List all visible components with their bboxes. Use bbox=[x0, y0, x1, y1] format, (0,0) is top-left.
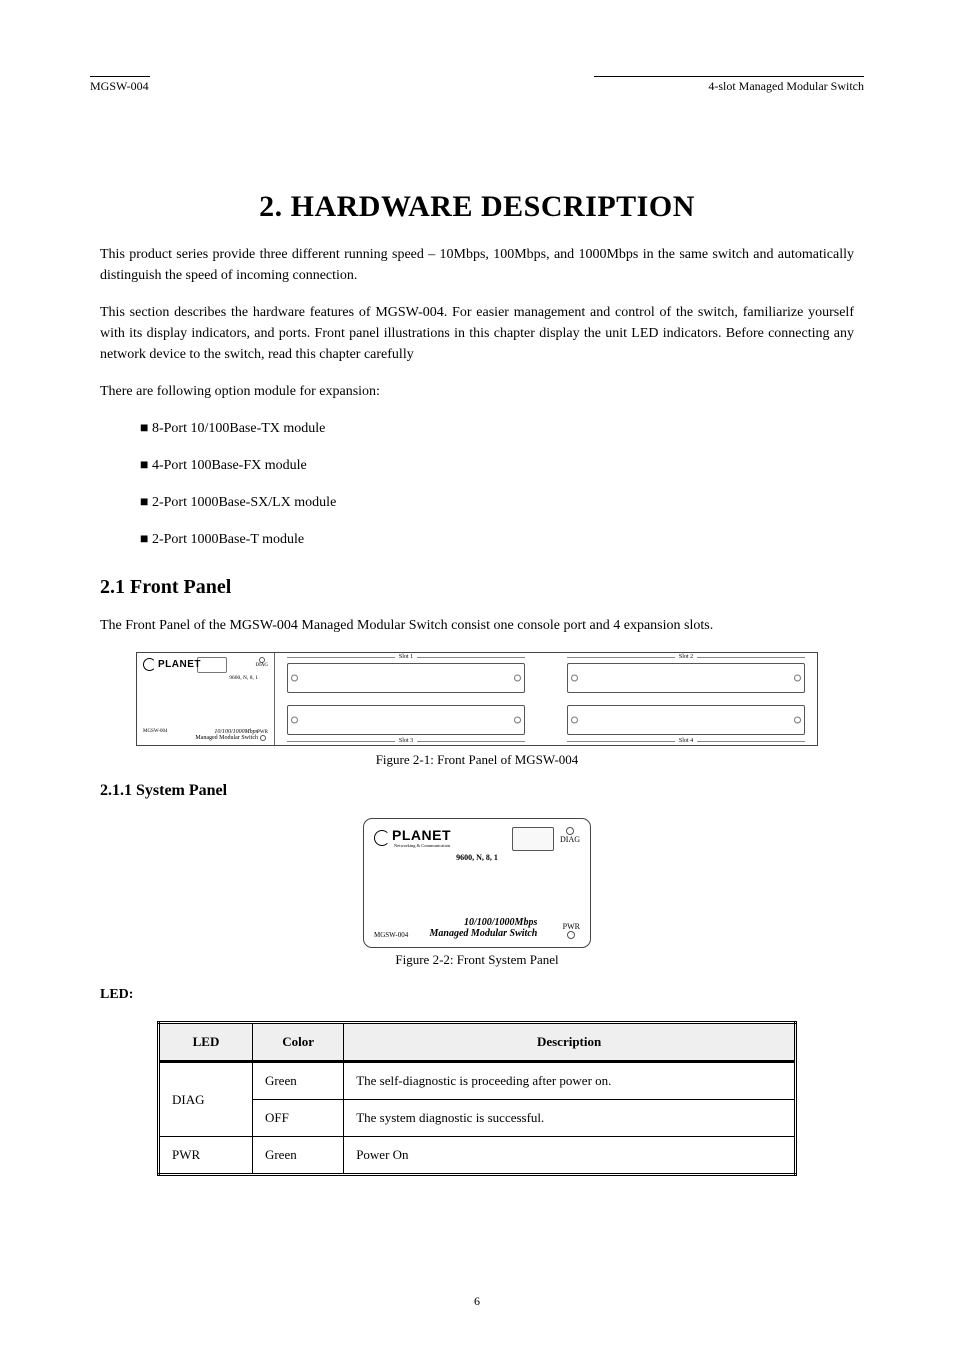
bullet-2: ■ 4-Port 100Base-FX module bbox=[140, 455, 854, 476]
col-color: Color bbox=[252, 1023, 343, 1062]
page-header: MGSW-004 4-slot Managed Modular Switch bbox=[90, 76, 864, 94]
slot2-label: Slot 2 bbox=[675, 654, 697, 660]
baud-label: 9600, N, 8, 1 bbox=[374, 853, 580, 862]
col-led: LED bbox=[159, 1023, 253, 1062]
header-right-text: 4-slot Managed Modular Switch bbox=[708, 79, 864, 93]
table-row: OFF The system diagnostic is successful. bbox=[159, 1100, 796, 1137]
page-number: 6 bbox=[0, 1294, 954, 1309]
pwr-led: PWR bbox=[563, 922, 580, 939]
system-panel-mini: PLANET 9600, N, 8, 1 DIAG PWR MGSW-004 1… bbox=[137, 653, 275, 745]
header-left-text: MGSW-004 bbox=[90, 79, 149, 93]
figure-2-2-caption: Figure 2-2: Front System Panel bbox=[90, 952, 864, 968]
baud-label: 9600, N, 8, 1 bbox=[143, 675, 268, 681]
figure-2-1-caption: Figure 2-1: Front Panel of MGSW-004 bbox=[90, 752, 864, 768]
chapter-title: 2. HARDWARE DESCRIPTION bbox=[90, 190, 864, 224]
model-label: MGSW-004 10/100/1000Mbps Managed Modular… bbox=[143, 729, 258, 741]
pwr-led-label: PWR bbox=[257, 730, 268, 741]
table-row: PWR Green Power On bbox=[159, 1137, 796, 1175]
expansion-slots: Slot 1 Slot 2 Slot 3 Slot 4 bbox=[275, 653, 817, 745]
console-port-icon bbox=[197, 657, 227, 673]
diag-led-label: DIAG bbox=[256, 657, 269, 668]
intro-p3: There are following option module for ex… bbox=[100, 381, 854, 402]
slot3-label: Slot 3 bbox=[395, 738, 417, 744]
planet-logo-text: PLANET bbox=[392, 827, 451, 843]
planet-logo-icon bbox=[374, 830, 390, 846]
col-desc: Description bbox=[344, 1023, 796, 1062]
diag-led: DIAG bbox=[560, 827, 580, 844]
section-2-1-body: The Front Panel of the MGSW-004 Managed … bbox=[100, 615, 854, 636]
header-left: MGSW-004 bbox=[90, 76, 150, 94]
slot-2 bbox=[567, 663, 805, 693]
led-intro: LED: bbox=[100, 984, 854, 1005]
planet-logo: PLANET Networking & Communication bbox=[374, 827, 451, 848]
bullet-3: ■ 2-Port 1000Base-SX/LX module bbox=[140, 492, 854, 513]
planet-logo-icon bbox=[143, 658, 156, 671]
header-right: 4-slot Managed Modular Switch bbox=[594, 76, 864, 94]
system-panel-figure: PLANET Networking & Communication DIAG 9… bbox=[363, 818, 591, 948]
front-panel-figure: PLANET 9600, N, 8, 1 DIAG PWR MGSW-004 1… bbox=[136, 652, 818, 746]
led-table: LED Color Description DIAG Green The sel… bbox=[157, 1021, 797, 1176]
model-code: MGSW-004 bbox=[374, 931, 408, 939]
bullet-1: ■ 8-Port 10/100Base-TX module bbox=[140, 418, 854, 439]
slot4-label: Slot 4 bbox=[675, 738, 697, 744]
intro-p1: This product series provide three differ… bbox=[100, 244, 854, 286]
section-2-1: 2.1 Front Panel bbox=[100, 576, 854, 599]
slot-3 bbox=[287, 705, 525, 735]
planet-logo-tagline: Networking & Communication bbox=[394, 843, 451, 848]
subsection-2-1-1: 2.1.1 System Panel bbox=[100, 782, 854, 800]
slot-1 bbox=[287, 663, 525, 693]
bullet-4: ■ 2-Port 1000Base-T module bbox=[140, 529, 854, 550]
slot1-label: Slot 1 bbox=[395, 654, 417, 660]
planet-logo-text: PLANET bbox=[158, 659, 201, 670]
intro-p2: This section describes the hardware feat… bbox=[100, 302, 854, 365]
model-name: 10/100/1000Mbps Managed Modular Switch bbox=[430, 917, 538, 939]
table-row: DIAG Green The self-diagnostic is procee… bbox=[159, 1062, 796, 1100]
slot-4 bbox=[567, 705, 805, 735]
console-port-icon bbox=[512, 827, 554, 851]
